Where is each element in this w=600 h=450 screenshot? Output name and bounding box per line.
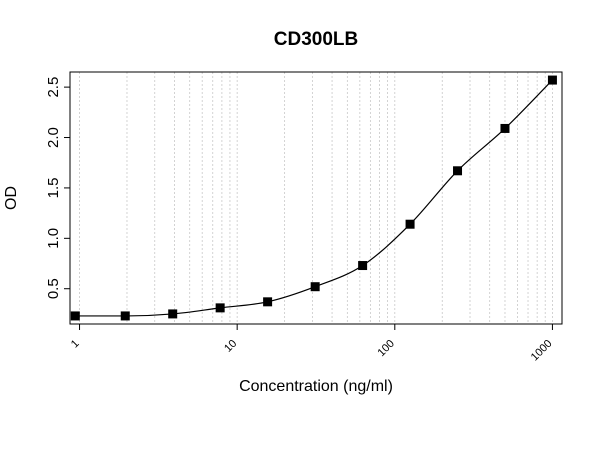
- data-point: [263, 297, 273, 307]
- x-tick-label: 1: [69, 338, 82, 351]
- y-tick-label: 1.0: [45, 228, 62, 249]
- data-points: [70, 75, 557, 321]
- data-point: [358, 261, 368, 271]
- data-point: [453, 166, 463, 176]
- plot-frame: [69, 71, 563, 325]
- data-point: [310, 282, 320, 292]
- x-tick-label: 10: [222, 338, 239, 355]
- y-tick-label: 1.5: [45, 177, 62, 198]
- y-tick-label: 0.5: [45, 278, 62, 299]
- data-point: [547, 75, 557, 85]
- data-point: [120, 311, 130, 321]
- data-point: [168, 309, 178, 319]
- grid: [79, 72, 553, 324]
- y-tick-label: 2.0: [45, 127, 62, 148]
- data-point: [215, 303, 225, 313]
- x-tick-label: 100: [375, 338, 396, 359]
- chart-title: CD300LB: [274, 29, 358, 50]
- data-point: [500, 123, 510, 133]
- data-point: [70, 311, 80, 321]
- fit-curve: [75, 79, 553, 317]
- data-point: [405, 219, 415, 229]
- x-tick-label: 1000: [529, 338, 555, 364]
- y-axis-label: OD: [3, 186, 20, 210]
- x-axis-label: Concentration (ng/ml): [239, 378, 393, 395]
- y-tick-label: 2.5: [45, 77, 62, 98]
